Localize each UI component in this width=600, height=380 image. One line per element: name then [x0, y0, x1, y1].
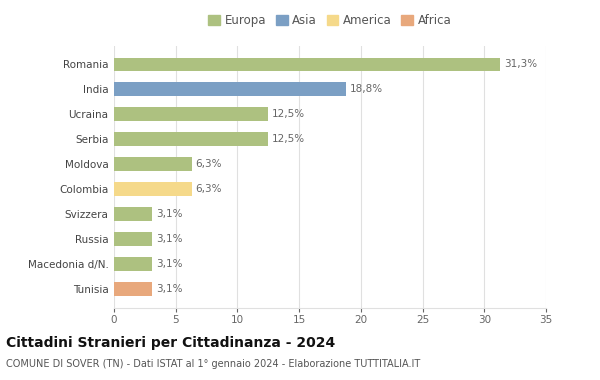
- Bar: [114, 108, 268, 121]
- Text: 3,1%: 3,1%: [156, 234, 182, 244]
- Text: 12,5%: 12,5%: [272, 109, 305, 119]
- Bar: [114, 57, 500, 71]
- Text: 6,3%: 6,3%: [196, 159, 222, 169]
- Bar: [114, 82, 346, 96]
- Bar: [114, 257, 152, 271]
- Bar: [114, 132, 268, 146]
- Text: 3,1%: 3,1%: [156, 259, 182, 269]
- Text: 6,3%: 6,3%: [196, 184, 222, 194]
- Bar: [114, 157, 192, 171]
- Bar: [114, 207, 152, 221]
- Text: 18,8%: 18,8%: [350, 84, 383, 94]
- Bar: [114, 282, 152, 296]
- Text: 3,1%: 3,1%: [156, 284, 182, 294]
- Text: 12,5%: 12,5%: [272, 134, 305, 144]
- Legend: Europa, Asia, America, Africa: Europa, Asia, America, Africa: [203, 10, 457, 32]
- Bar: [114, 182, 192, 196]
- Text: 31,3%: 31,3%: [504, 59, 537, 70]
- Text: COMUNE DI SOVER (TN) - Dati ISTAT al 1° gennaio 2024 - Elaborazione TUTTITALIA.I: COMUNE DI SOVER (TN) - Dati ISTAT al 1° …: [6, 359, 420, 369]
- Text: Cittadini Stranieri per Cittadinanza - 2024: Cittadini Stranieri per Cittadinanza - 2…: [6, 336, 335, 350]
- Bar: [114, 232, 152, 246]
- Text: 3,1%: 3,1%: [156, 209, 182, 219]
